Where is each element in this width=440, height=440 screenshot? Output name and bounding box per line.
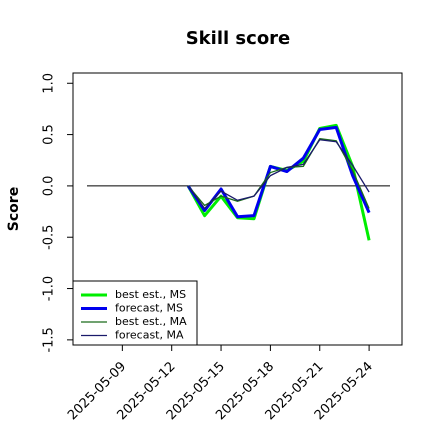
legend-label: best est., MS <box>115 288 186 301</box>
y-tick-label: 1.0 <box>42 73 57 94</box>
chart-title: Skill score <box>186 28 291 49</box>
series-line <box>187 139 370 210</box>
plot-frame <box>72 72 403 346</box>
y-tick-label: -1.5 <box>42 327 57 352</box>
legend-label: forecast, MS <box>115 302 183 315</box>
legend-label: forecast, MA <box>115 329 184 342</box>
y-tick-label: -0.5 <box>42 225 57 250</box>
y-tick-label: -1.0 <box>42 276 57 301</box>
legend-box <box>72 280 198 346</box>
legend-label: best est., MA <box>115 315 187 328</box>
y-tick-label: 0.5 <box>42 124 57 145</box>
y-axis-label: Score <box>6 187 22 231</box>
y-tick-label: 0.0 <box>42 176 57 197</box>
series-line <box>186 125 371 219</box>
